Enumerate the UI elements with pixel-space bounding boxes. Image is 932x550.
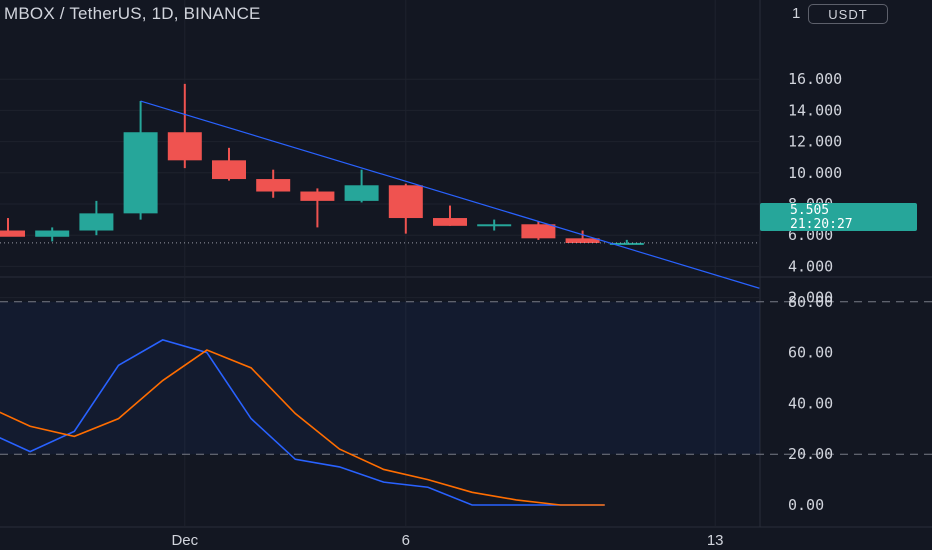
- oscillator-axis-label: 0.00: [788, 496, 824, 514]
- oscillator-axis-label: 60.00: [788, 344, 833, 362]
- candle-body: [35, 230, 70, 237]
- price-axis-label: 14.000: [788, 101, 842, 119]
- time-axis-label: 13: [707, 532, 724, 549]
- time-axis-label: 6: [402, 532, 410, 549]
- candle-body: [521, 224, 556, 239]
- price-axis-label: 10.000: [788, 164, 842, 182]
- candle-body: [433, 218, 467, 226]
- currency-button[interactable]: USDT: [808, 4, 888, 24]
- candle-body: [300, 191, 335, 201]
- oscillator-axis-label: 40.00: [788, 394, 833, 412]
- bar-countdown-label: 21:20:27: [790, 217, 853, 232]
- current-price-label: 5.505: [790, 203, 830, 218]
- candle-body: [565, 238, 600, 243]
- oscillator-axis-label: 80.00: [788, 293, 833, 311]
- candle-body: [477, 224, 512, 227]
- candle-body: [256, 179, 291, 192]
- candle-body: [212, 160, 246, 180]
- oscillator-axis-label: 20.00: [788, 445, 833, 463]
- candle-body: [167, 132, 202, 161]
- oscillator-band: [0, 301, 760, 455]
- trendline[interactable]: [140, 100, 760, 289]
- candle-body: [388, 185, 423, 219]
- price-axis-label: 2.000: [788, 289, 833, 307]
- current-price-badge: 5.505 21:20:27: [760, 203, 917, 231]
- k-line-series: [0, 339, 605, 506]
- price-axis-label: 16.000: [788, 70, 842, 88]
- candle-body: [0, 230, 25, 237]
- symbol-title[interactable]: MBOX / TetherUS, 1D, BINANCE: [4, 4, 261, 23]
- price-axis-label: 4.000: [788, 257, 833, 275]
- candle-body: [79, 213, 114, 231]
- candle-body: [609, 242, 644, 245]
- d-line-series: [0, 349, 605, 506]
- scale-indicator: 1: [792, 5, 801, 22]
- candle-body: [123, 132, 158, 214]
- candle-body: [344, 185, 379, 201]
- price-axis-label: 12.000: [788, 133, 842, 151]
- time-axis-label: Dec: [171, 532, 198, 549]
